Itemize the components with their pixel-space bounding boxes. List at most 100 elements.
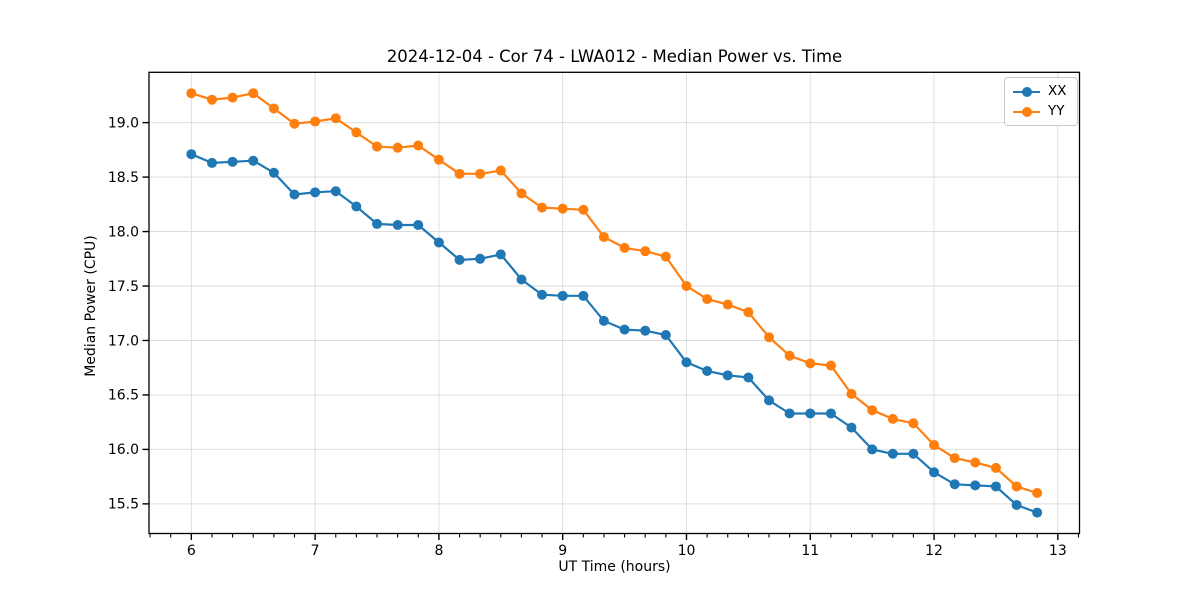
- series-xx-marker: [660, 330, 671, 341]
- series-yy-marker: [475, 168, 486, 179]
- y-axis-title: Median Power (CPU): [83, 235, 99, 377]
- series-yy-marker: [248, 88, 259, 99]
- y-tick-label: 16.0: [108, 442, 139, 458]
- series-xx-marker: [207, 157, 218, 168]
- y-tick-label: 18.5: [108, 170, 139, 186]
- legend-label-yy: YY: [1048, 103, 1065, 119]
- series-yy-marker: [764, 332, 775, 343]
- series-yy-marker: [805, 358, 816, 369]
- x-tick-label: 7: [311, 543, 320, 559]
- series-yy-marker: [516, 188, 527, 199]
- series-yy-marker: [289, 118, 300, 129]
- series-xx-marker: [867, 444, 878, 455]
- series-yy-marker: [929, 440, 940, 451]
- series-yy-marker: [1032, 487, 1043, 498]
- series-yy-marker: [268, 103, 279, 114]
- series-yy-marker: [372, 141, 383, 152]
- series-xx-marker: [289, 189, 300, 200]
- series-xx-marker: [578, 290, 589, 301]
- series-xx-marker: [392, 220, 403, 231]
- series-yy-marker: [433, 154, 444, 165]
- series-yy-marker: [619, 242, 630, 253]
- x-tick-label: 10: [678, 543, 696, 559]
- series-xx-marker: [702, 365, 713, 376]
- grid-layer: [149, 72, 1080, 534]
- series-xx-marker: [475, 253, 486, 264]
- series-yy-marker: [743, 307, 754, 318]
- legend-entry-yy: YY: [1013, 103, 1067, 120]
- chart-title: 2024-12-04 - Cor 74 - LWA012 - Median Po…: [386, 47, 843, 66]
- series-xx-marker: [681, 357, 692, 368]
- series-xx-marker: [557, 290, 568, 301]
- series-xx-marker: [970, 480, 981, 491]
- series-yy-marker: [578, 204, 589, 215]
- series-yy-marker: [330, 113, 341, 124]
- series-yy-marker: [660, 251, 671, 262]
- series-xx-marker: [990, 481, 1001, 492]
- series-yy-marker: [351, 127, 362, 138]
- legend-line-marker-icon: [1013, 86, 1040, 97]
- series-xx-marker: [268, 167, 279, 178]
- series-yy-marker: [227, 92, 238, 103]
- series-yy-marker: [413, 140, 424, 151]
- y-tick-label: 19.0: [108, 115, 139, 131]
- series-xx-marker: [784, 408, 795, 419]
- series-xx-marker: [310, 187, 321, 198]
- series-xx-marker: [743, 372, 754, 383]
- series-yy-marker: [1011, 481, 1022, 492]
- series-yy-marker: [681, 281, 692, 292]
- x-tick-label: 13: [1049, 543, 1067, 559]
- x-tick-label: 8: [434, 543, 443, 559]
- tick-layer: 6 7 8 9 10 11 12 13 15.5 16.0 16.5 17.0 17.5 18.0 18.5…: [108, 115, 1080, 559]
- series-xx-marker: [949, 479, 960, 490]
- x-tick-label: 12: [925, 543, 943, 559]
- series-yy-marker: [846, 388, 857, 399]
- series-xx-marker: [516, 274, 527, 285]
- series-yy-marker: [702, 294, 713, 305]
- series-xx-marker: [330, 186, 341, 197]
- series-xx-marker: [722, 370, 733, 381]
- series-yy-marker: [557, 203, 568, 214]
- y-tick-label: 15.5: [108, 497, 139, 513]
- series-yy-marker: [867, 405, 878, 416]
- series-xx-marker: [372, 218, 383, 229]
- series-xx-marker: [929, 467, 940, 478]
- series-xx-marker: [764, 395, 775, 406]
- series-xx-marker: [825, 408, 836, 419]
- legend: XX YY: [1004, 77, 1078, 126]
- series-yy-marker: [392, 142, 403, 153]
- series-yy-marker: [784, 350, 795, 361]
- series-xx-marker: [1011, 499, 1022, 510]
- series-yy-marker: [598, 231, 609, 242]
- series-xx-marker: [640, 325, 651, 336]
- series-yy-marker: [825, 360, 836, 371]
- series-xx-marker: [846, 422, 857, 433]
- series-yy-marker: [990, 462, 1001, 473]
- y-tick-label: 17.0: [108, 333, 139, 349]
- y-tick-label: 16.5: [108, 388, 139, 404]
- series-yy-marker: [454, 168, 465, 179]
- y-tick-label: 18.0: [108, 224, 139, 240]
- series-xx-marker: [619, 324, 630, 335]
- x-tick-label: 9: [558, 543, 567, 559]
- series-yy-marker: [640, 246, 651, 257]
- series-yy-marker: [207, 94, 218, 105]
- x-axis-title: UT Time (hours): [558, 559, 671, 575]
- series-xx-marker: [908, 448, 919, 459]
- x-tick-label: 11: [801, 543, 819, 559]
- legend-entry-xx: XX: [1013, 83, 1067, 100]
- series-yy-marker: [310, 116, 321, 127]
- x-tick-label: 6: [187, 543, 196, 559]
- series-xx-marker: [495, 249, 506, 260]
- legend-label-xx: XX: [1048, 83, 1067, 99]
- series-xx-marker: [186, 149, 197, 160]
- series-xx-marker: [433, 237, 444, 248]
- series-xx-marker: [413, 220, 424, 231]
- series-xx-marker: [887, 448, 898, 459]
- series-xx-marker: [805, 408, 816, 419]
- legend-line-marker-icon: [1013, 106, 1040, 117]
- series-yy-marker: [722, 299, 733, 310]
- series-xx-marker: [248, 155, 259, 166]
- series-yy-line: [190, 92, 1038, 495]
